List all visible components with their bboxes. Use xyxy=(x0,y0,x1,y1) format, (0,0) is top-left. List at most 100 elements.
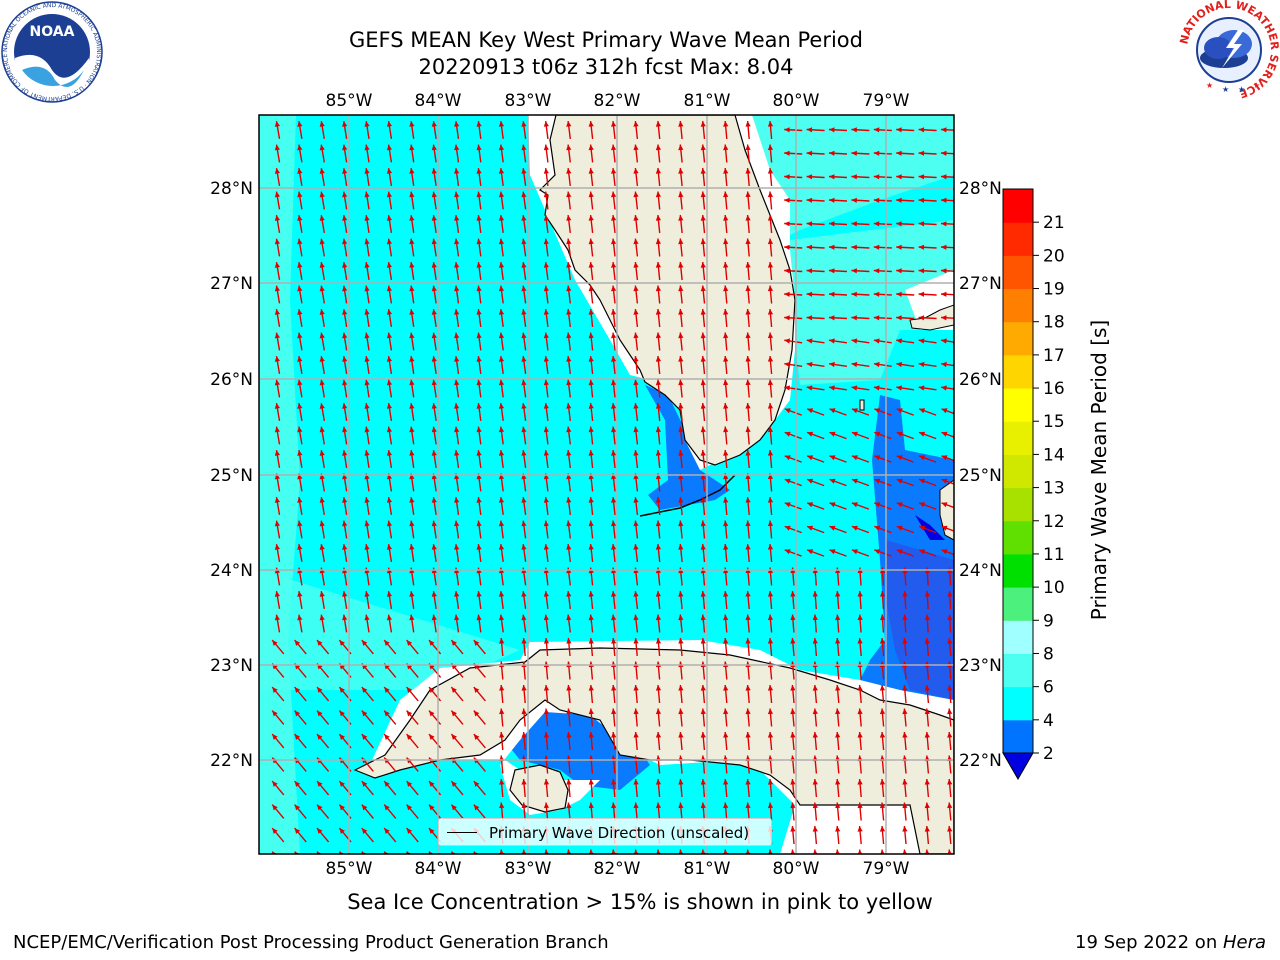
wave-arrow-head xyxy=(272,687,278,693)
wave-arrow-head xyxy=(655,450,661,456)
wave-arrow-head xyxy=(611,215,617,221)
wave-arrow-head xyxy=(476,356,482,362)
wave-arrow-head xyxy=(274,497,280,503)
wave-arrow-head xyxy=(521,520,527,527)
wave-arrow-head xyxy=(745,685,751,691)
wave-arrow-head xyxy=(768,849,773,854)
wave-arrow-head xyxy=(611,732,617,738)
wave-arrow-head xyxy=(902,732,908,738)
lat-label-right: 24°N xyxy=(959,561,1002,581)
wave-arrow-head xyxy=(342,168,348,174)
wave-arrow-head xyxy=(297,215,303,221)
wave-arrow-head xyxy=(873,127,880,133)
wave-arrow-head xyxy=(767,309,774,315)
wave-arrow-head xyxy=(767,544,774,550)
lon-label-bottom: 84°W xyxy=(415,859,462,879)
wave-arrow-head xyxy=(829,338,835,344)
wave-arrow-head xyxy=(678,497,684,503)
wave-arrow-head xyxy=(896,244,902,250)
wave-arrow-head xyxy=(566,450,572,456)
wave-arrow-head xyxy=(406,710,413,717)
wave-arrow-head xyxy=(700,426,706,433)
wave-arrow-head xyxy=(902,779,908,785)
wave-arrow-head xyxy=(431,356,437,362)
wave-arrow-head xyxy=(633,638,639,644)
wave-arrow-shaft xyxy=(295,875,307,889)
wave-arrow-head xyxy=(588,121,594,127)
wave-arrow-head xyxy=(521,379,527,386)
wave-arrow-head xyxy=(767,238,774,245)
wave-arrow-head xyxy=(431,168,437,174)
wave-arrow-head xyxy=(700,450,706,456)
wave-arrow-head xyxy=(611,309,617,315)
wave-arrow-head xyxy=(272,781,278,787)
chart-subtitle: 20220913 t06z 312h fcst Max: 8.04 xyxy=(418,55,794,79)
wave-arrow-head xyxy=(431,473,437,480)
colorbar-frame xyxy=(1002,188,1034,754)
wave-arrow-head xyxy=(857,685,863,691)
wave-arrow-head xyxy=(678,614,684,621)
wave-arrow-head xyxy=(342,215,348,221)
wave-arrow-head xyxy=(454,121,460,127)
map-grid xyxy=(259,115,954,854)
wave-arrow-head xyxy=(454,262,460,268)
lon-label-top: 80°W xyxy=(773,91,820,111)
wave-arrow-head xyxy=(919,549,926,555)
wave-arrow-head xyxy=(723,168,729,174)
wave-arrow-head xyxy=(879,802,886,809)
wave-arrow-head xyxy=(880,614,886,621)
wave-arrow-head xyxy=(406,734,413,740)
wave-arrow-head xyxy=(361,640,368,646)
wave-arrow-head xyxy=(543,779,550,785)
wave-arrow-head xyxy=(919,431,926,437)
wave-direction-arrows xyxy=(271,120,954,891)
wave-arrow-head xyxy=(364,144,370,151)
wave-arrow-head xyxy=(851,455,858,461)
wave-arrow-head xyxy=(767,168,774,174)
wave-arrow-head xyxy=(566,238,572,245)
wave-arrow-head xyxy=(297,520,303,527)
colorbar-tick-label: 18 xyxy=(1043,313,1065,333)
wave-arrow-head xyxy=(829,361,835,368)
wave-arrow-head xyxy=(678,473,684,480)
wave-arrow-head xyxy=(274,285,280,292)
wave-arrow-head xyxy=(319,356,325,362)
wave-arrow-head xyxy=(874,408,881,414)
wave-arrow-head xyxy=(919,502,926,508)
wave-arrow-head xyxy=(521,238,527,245)
wave-arrow-head xyxy=(902,638,908,644)
wave-arrow-head xyxy=(566,685,572,691)
wave-arrow-head xyxy=(521,191,527,198)
wave-arrow-head xyxy=(521,497,527,503)
wave-arrow-head xyxy=(454,591,460,597)
wave-arrow-head xyxy=(829,549,836,555)
wave-arrow-head xyxy=(790,614,796,621)
wave-arrow-head xyxy=(745,332,751,339)
wave-arrow-head xyxy=(723,403,729,409)
wave-arrow-head xyxy=(499,849,504,854)
wave-arrow-head xyxy=(386,356,392,362)
wave-arrow-head xyxy=(342,426,348,433)
wave-arrow-head xyxy=(319,403,325,409)
wave-arrow-head xyxy=(873,338,880,344)
wave-arrow-shaft xyxy=(658,873,660,891)
wave-arrow-head xyxy=(700,403,706,409)
wave-arrow-head xyxy=(947,802,953,809)
wave-arrow-head xyxy=(454,544,460,550)
wave-arrow-head xyxy=(700,779,706,785)
wave-arrow-head xyxy=(566,802,572,809)
wave-arrow-head xyxy=(723,356,729,362)
wave-arrow-head xyxy=(451,687,457,693)
wave-arrow-head xyxy=(454,215,460,221)
wave-arrow-shaft xyxy=(680,873,682,891)
wave-arrow-head xyxy=(498,356,505,362)
wave-arrow-head xyxy=(873,315,880,321)
wave-arrow-head xyxy=(566,520,572,527)
wave-arrow-head xyxy=(723,144,729,151)
wave-arrow-head xyxy=(767,215,774,221)
wave-arrow-head xyxy=(543,262,549,268)
wave-arrow-head xyxy=(274,426,280,433)
wave-arrow-head xyxy=(274,403,280,409)
wave-arrow-head xyxy=(297,403,303,409)
colorbar-tick-label: 2 xyxy=(1043,744,1054,764)
